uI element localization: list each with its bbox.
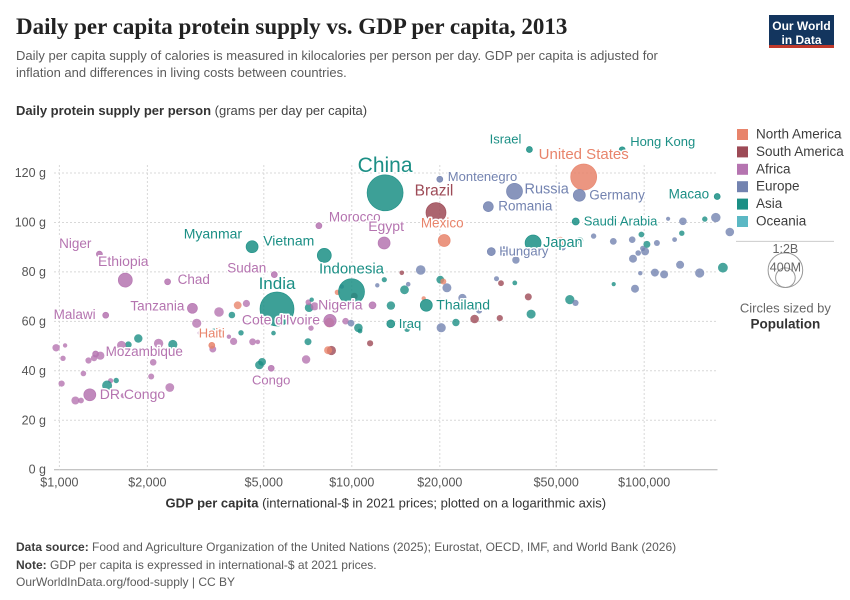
svg-text:$100,000: $100,000 [618,476,670,490]
svg-text:Israel: Israel [490,132,522,147]
svg-text:Mozambique: Mozambique [106,344,183,359]
svg-text:Ethiopia: Ethiopia [98,253,149,269]
svg-text:Population: Population [751,317,821,332]
svg-text:20 g: 20 g [22,413,46,427]
svg-text:Iraq: Iraq [399,316,421,331]
svg-text:Europe: Europe [756,179,800,194]
svg-text:$20,000: $20,000 [417,476,462,490]
svg-text:North America: North America [756,127,842,142]
svg-text:100 g: 100 g [15,216,46,230]
svg-text:Nigeria: Nigeria [318,296,363,312]
svg-text:Sudan: Sudan [227,261,266,276]
svg-text:India: India [259,274,296,293]
svg-text:Niger: Niger [59,236,92,251]
svg-text:United States: United States [539,146,629,163]
svg-text:Congo: Congo [252,372,290,387]
svg-text:Cote d'Ivoire: Cote d'Ivoire [242,312,320,328]
svg-text:GDP per capita (international-: GDP per capita (international-$ in 2021 … [166,496,607,511]
svg-text:Vietnam: Vietnam [263,232,314,248]
svg-text:$10,000: $10,000 [329,476,374,490]
svg-text:Germany: Germany [589,187,645,202]
svg-text:Chad: Chad [178,272,210,287]
svg-text:Russia: Russia [525,181,570,197]
svg-text:Thailand: Thailand [436,296,490,312]
svg-text:Egypt: Egypt [368,218,404,234]
svg-text:Japan: Japan [543,235,583,251]
svg-text:Montenegro: Montenegro [448,169,517,184]
svg-text:Oceania: Oceania [756,214,807,229]
svg-text:1:2B: 1:2B [773,242,799,256]
svg-text:$1,000: $1,000 [40,476,78,490]
svg-text:Myanmar: Myanmar [184,226,243,242]
svg-text:400M: 400M [770,261,801,275]
svg-text:China: China [358,154,413,177]
svg-text:Haiti: Haiti [199,325,225,340]
svg-text:Tanzania: Tanzania [130,298,185,313]
svg-text:60 g: 60 g [22,314,46,328]
svg-text:Saudi Arabia: Saudi Arabia [584,214,658,229]
svg-text:Circles sized by: Circles sized by [740,301,832,316]
svg-text:Africa: Africa [756,161,791,176]
svg-text:DR Congo: DR Congo [100,386,166,402]
svg-text:$2,000: $2,000 [128,476,166,490]
svg-text:South America: South America [756,144,844,159]
svg-text:0 g: 0 g [29,463,46,477]
svg-text:$5,000: $5,000 [245,476,283,490]
svg-text:Hong Kong: Hong Kong [630,134,695,149]
svg-text:Romania: Romania [498,199,553,214]
svg-text:Mexico: Mexico [421,216,464,231]
svg-text:Malawi: Malawi [54,307,96,322]
svg-text:Indonesia: Indonesia [319,261,385,278]
svg-text:Asia: Asia [756,196,783,211]
svg-text:Brazil: Brazil [415,183,454,200]
svg-text:120 g: 120 g [15,166,46,180]
svg-text:40 g: 40 g [22,364,46,378]
svg-text:$50,000: $50,000 [534,476,579,490]
svg-text:Hungary: Hungary [499,244,549,259]
svg-text:Macao: Macao [669,187,710,202]
svg-text:80 g: 80 g [22,265,46,279]
